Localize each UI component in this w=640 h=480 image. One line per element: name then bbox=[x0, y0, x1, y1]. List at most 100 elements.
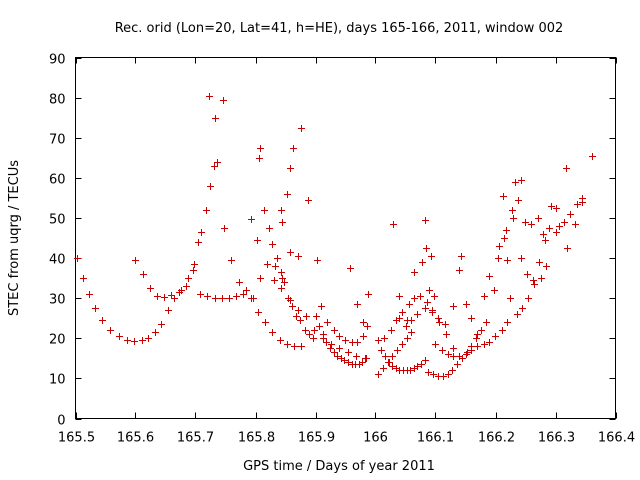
data-point bbox=[463, 351, 470, 358]
data-point bbox=[396, 293, 403, 300]
data-point bbox=[279, 219, 286, 226]
x-tick-label: 165.5 bbox=[58, 431, 95, 446]
data-point bbox=[439, 347, 446, 354]
data-point bbox=[271, 277, 278, 284]
data-point bbox=[334, 353, 341, 360]
x-tick-label: 166 bbox=[363, 431, 388, 446]
y-tick-label: 70 bbox=[49, 133, 66, 148]
data-point bbox=[212, 115, 219, 122]
data-point bbox=[579, 199, 586, 206]
data-point bbox=[256, 155, 263, 162]
data-point bbox=[278, 285, 285, 292]
data-point bbox=[86, 291, 93, 298]
data-point bbox=[287, 165, 294, 172]
data-point bbox=[422, 357, 429, 364]
data-point bbox=[380, 365, 387, 372]
data-point bbox=[424, 299, 431, 306]
data-point bbox=[328, 341, 335, 348]
data-point bbox=[449, 367, 456, 374]
data-point bbox=[219, 295, 226, 302]
data-point bbox=[248, 216, 255, 223]
data-point bbox=[279, 275, 286, 282]
data-point bbox=[195, 239, 202, 246]
y-tick-label: 10 bbox=[49, 373, 66, 388]
data-point bbox=[495, 255, 502, 262]
data-point bbox=[474, 343, 481, 350]
data-point bbox=[501, 235, 508, 242]
data-point bbox=[428, 253, 435, 260]
y-tick-labels: 0 10 20 30 40 50 60 70 80 90 bbox=[49, 53, 66, 429]
x-tick-label: 165.6 bbox=[117, 431, 154, 446]
data-point bbox=[228, 257, 235, 264]
data-point bbox=[107, 327, 114, 334]
data-point bbox=[207, 183, 214, 190]
data-point bbox=[341, 357, 348, 364]
data-point bbox=[131, 338, 138, 345]
data-point bbox=[450, 303, 457, 310]
x-tick-label: 165.8 bbox=[238, 431, 275, 446]
data-point bbox=[139, 337, 146, 344]
y-tick-label: 60 bbox=[49, 173, 66, 188]
data-point bbox=[524, 271, 531, 278]
data-point bbox=[250, 295, 257, 302]
data-point bbox=[365, 291, 372, 298]
data-point bbox=[483, 319, 490, 326]
data-point bbox=[450, 353, 457, 360]
data-point bbox=[190, 267, 197, 274]
data-point bbox=[418, 361, 425, 368]
data-point bbox=[324, 319, 331, 326]
data-point bbox=[468, 315, 475, 322]
y-tick-label: 40 bbox=[49, 253, 66, 268]
data-point bbox=[255, 309, 262, 316]
data-point bbox=[176, 289, 183, 296]
data-point bbox=[518, 177, 525, 184]
data-point bbox=[313, 313, 320, 320]
data-point bbox=[211, 163, 218, 170]
data-point bbox=[463, 301, 470, 308]
data-point bbox=[316, 323, 323, 330]
data-point bbox=[74, 255, 81, 262]
data-point bbox=[293, 313, 300, 320]
data-point bbox=[423, 245, 430, 252]
data-point bbox=[422, 217, 429, 224]
data-point bbox=[414, 311, 421, 318]
data-point bbox=[531, 281, 538, 288]
data-point bbox=[364, 323, 371, 330]
data-point bbox=[443, 331, 450, 338]
data-point bbox=[419, 259, 426, 266]
data-point bbox=[233, 293, 240, 300]
data-point bbox=[481, 293, 488, 300]
data-point bbox=[563, 165, 570, 172]
data-point bbox=[411, 269, 418, 276]
data-point bbox=[436, 319, 443, 326]
data-point bbox=[548, 203, 555, 210]
data-point bbox=[323, 339, 330, 346]
data-point bbox=[450, 345, 457, 352]
y-tick-label: 30 bbox=[49, 293, 66, 308]
data-point bbox=[407, 367, 414, 374]
data-point bbox=[240, 291, 247, 298]
plot-frame bbox=[75, 57, 616, 419]
data-point bbox=[360, 333, 367, 340]
data-point bbox=[291, 343, 298, 350]
data-point bbox=[183, 283, 190, 290]
data-point bbox=[399, 341, 406, 348]
x-tick-label: 165.7 bbox=[177, 431, 214, 446]
data-point bbox=[536, 259, 543, 266]
data-point bbox=[298, 343, 305, 350]
data-point bbox=[99, 317, 106, 324]
data-point bbox=[297, 317, 304, 324]
data-point bbox=[574, 201, 581, 208]
data-point bbox=[277, 337, 284, 344]
data-points bbox=[74, 93, 596, 380]
data-point bbox=[281, 279, 288, 286]
data-point bbox=[320, 331, 327, 338]
data-point bbox=[165, 307, 172, 314]
data-point bbox=[272, 263, 279, 270]
data-point bbox=[236, 279, 243, 286]
data-point bbox=[197, 291, 204, 298]
data-point bbox=[429, 309, 436, 316]
data-point bbox=[354, 301, 361, 308]
data-point bbox=[503, 227, 510, 234]
data-point bbox=[432, 341, 439, 348]
